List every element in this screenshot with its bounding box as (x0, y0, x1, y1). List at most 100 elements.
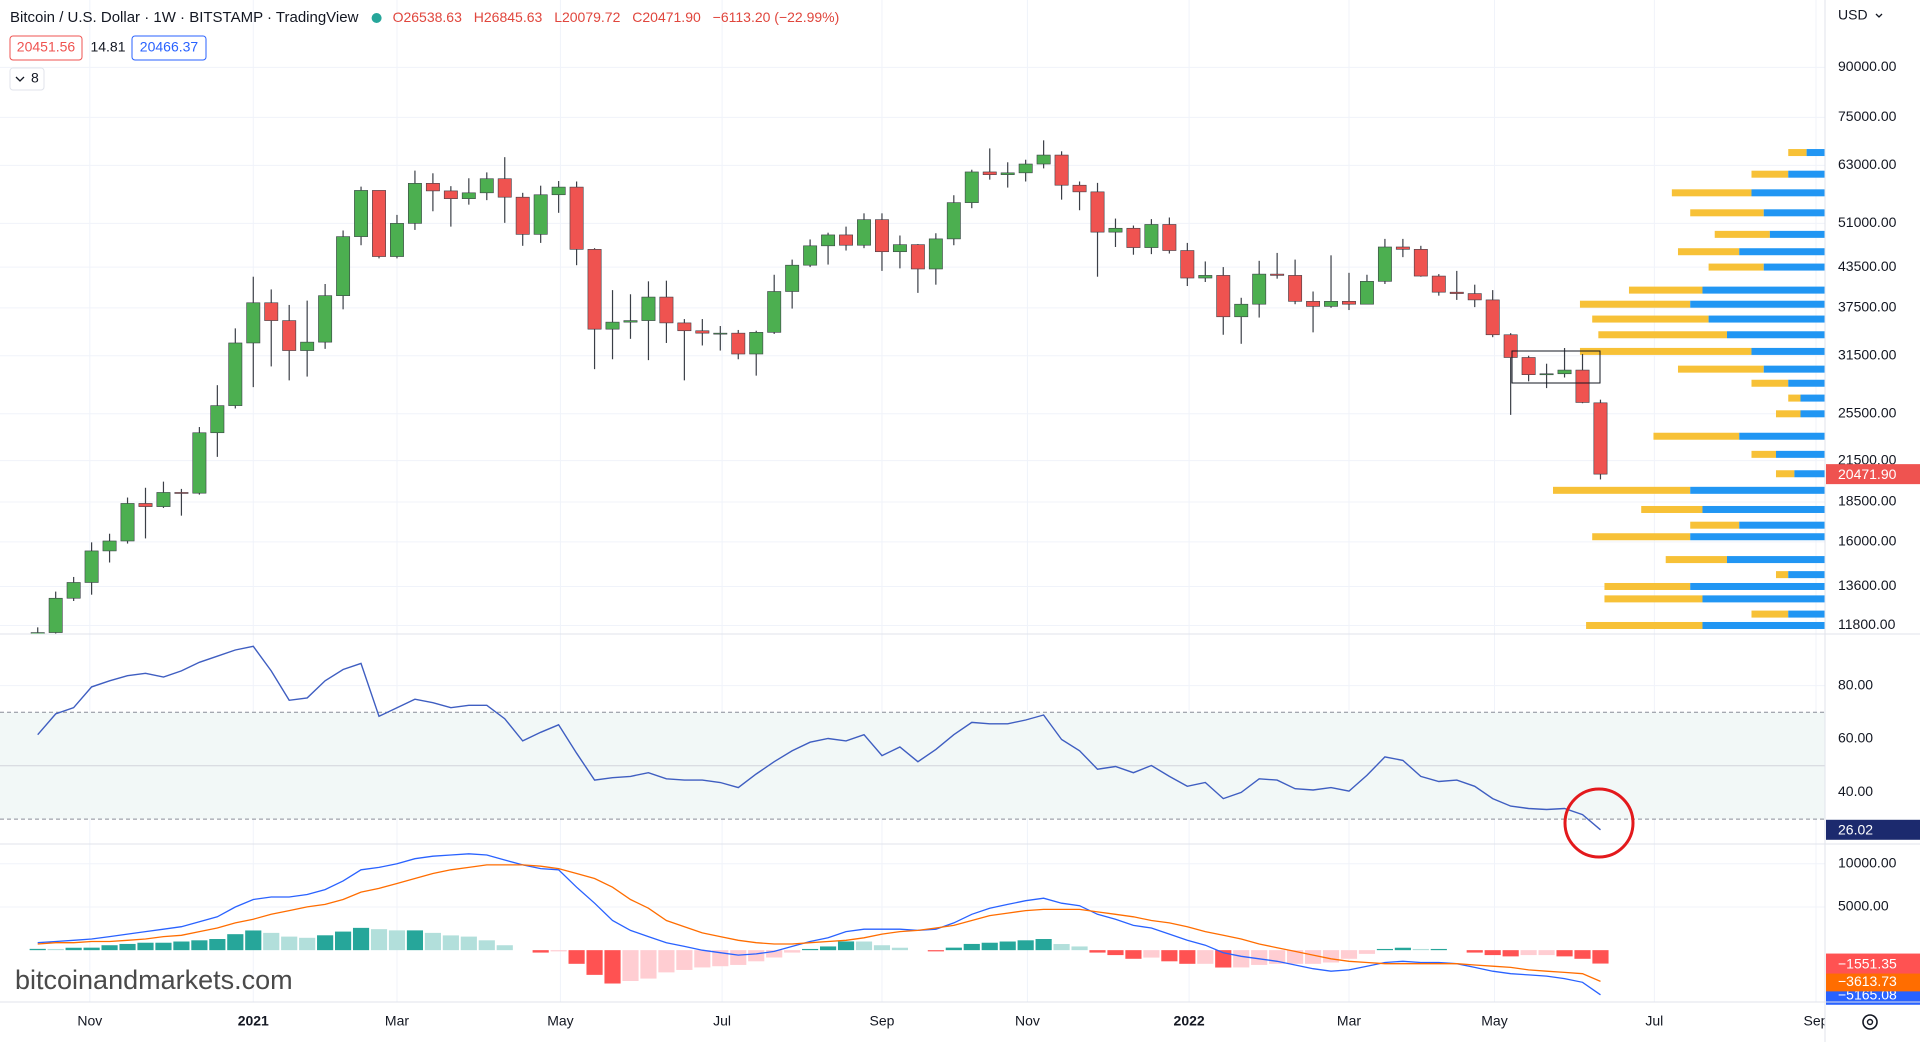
bid-box[interactable] (9, 35, 83, 61)
histogram-bar (1538, 950, 1555, 956)
ask-box[interactable] (131, 35, 207, 61)
candle-body (425, 183, 440, 192)
candle-body (659, 296, 674, 324)
candle-body (174, 492, 189, 494)
histogram-bar (209, 939, 226, 951)
histogram-bar (1502, 950, 1519, 957)
profile-up (1769, 230, 1825, 238)
candle-body (515, 196, 530, 235)
y-tick-label: 60.00 (1838, 730, 1873, 746)
ask-price: 20466.37 (140, 39, 199, 55)
candle-body (1413, 249, 1428, 277)
profile-down (1553, 486, 1691, 494)
histogram-bar (550, 950, 567, 952)
y-tick-label: 90000.00 (1838, 58, 1897, 74)
y-tick-label: 63000.00 (1838, 156, 1897, 172)
candle-body (821, 234, 836, 247)
profile-down (1604, 595, 1703, 603)
candle-body (857, 219, 871, 246)
candle-body (138, 503, 153, 507)
open-value: O26538.63 (393, 9, 462, 25)
macd-pane (29, 853, 1609, 996)
x-tick-label: Mar (1337, 1013, 1361, 1029)
histogram-bar (1071, 946, 1088, 951)
histogram-bar (963, 943, 980, 951)
histogram-bar (999, 941, 1016, 951)
gear-hub (1866, 1018, 1874, 1026)
profile-down (1677, 248, 1740, 256)
profile-up (1726, 331, 1825, 339)
candle-body (210, 405, 225, 434)
candle-body (1072, 184, 1087, 193)
candle-body (1126, 227, 1141, 248)
y-tick-label: 18500.00 (1838, 493, 1897, 509)
histogram-bar (712, 950, 729, 967)
profile-up (1690, 582, 1825, 590)
histogram-bar (1340, 950, 1358, 959)
histogram-bar (1143, 950, 1160, 958)
histogram-bar (1304, 950, 1322, 964)
profile-down (1653, 432, 1740, 440)
gear-ring (1862, 1014, 1878, 1030)
profile-up (1788, 571, 1825, 579)
histogram-bar (155, 942, 172, 951)
indicators-toggle[interactable] (9, 67, 45, 91)
candle-body (407, 183, 422, 224)
candle-body (336, 236, 351, 296)
profile-down (1690, 209, 1764, 217)
candle-body (1216, 275, 1231, 318)
candle-body (318, 295, 333, 343)
histogram-bar (496, 945, 513, 951)
candle-body (479, 178, 494, 194)
candle-body (982, 171, 997, 175)
indicators-count: 8 (31, 70, 39, 86)
time-axis: Nov 2021 Mar May Jul Sep Nov 2022 Mar May Jul Sep (77, 1013, 1828, 1029)
histogram-bar (65, 947, 82, 951)
histogram-bar (1251, 950, 1268, 965)
watermark: bitcoinandmarkets.com (15, 965, 293, 995)
currency[interactable]: USD (1838, 7, 1868, 23)
candle-body (1162, 224, 1177, 251)
candle-body (1234, 303, 1249, 318)
high-value: H26845.63 (474, 9, 543, 25)
candle-body (946, 202, 961, 240)
histogram-bar (29, 948, 46, 951)
candle-body (1018, 163, 1033, 174)
profile-up (1739, 521, 1825, 529)
candle-body (1270, 273, 1285, 276)
candle-body (1377, 246, 1392, 282)
histogram-bar (891, 947, 909, 951)
histogram-bar (1035, 939, 1052, 951)
y-tick-label: 37500.00 (1838, 299, 1897, 315)
histogram-bar (1556, 950, 1573, 957)
histogram-bar (101, 945, 118, 951)
range-box (1511, 350, 1601, 384)
x-tick-label: 2022 (1174, 1013, 1205, 1029)
y-tick-label: 31500.00 (1838, 346, 1897, 362)
profile-up (1726, 556, 1825, 564)
histogram-bar (1322, 950, 1340, 963)
candle-body (66, 582, 81, 599)
profile-up (1800, 410, 1825, 418)
x-tick-label: Sep (870, 1013, 895, 1029)
candle-body (1306, 301, 1321, 307)
candle-body (443, 190, 458, 199)
histogram-bar (388, 930, 406, 951)
histogram-bar (1089, 950, 1106, 953)
profile-up (1775, 450, 1825, 458)
histogram-bar (424, 932, 441, 951)
y-tick-label: 51000.00 (1838, 214, 1897, 230)
settings-icon[interactable] (1862, 1014, 1878, 1030)
profile-up (1788, 170, 1825, 178)
y-tick-label: 75000.00 (1838, 108, 1897, 124)
profile-down (1775, 571, 1789, 579)
histogram-bar (47, 948, 64, 951)
profile-up (1763, 365, 1825, 373)
histogram-tag (1826, 953, 1920, 974)
histogram-bar (945, 947, 962, 951)
signal-tag (1826, 971, 1920, 992)
profile-up (1690, 486, 1825, 494)
profile-down (1604, 582, 1691, 590)
histogram-bar (1484, 950, 1501, 956)
candle-body (1557, 369, 1572, 375)
